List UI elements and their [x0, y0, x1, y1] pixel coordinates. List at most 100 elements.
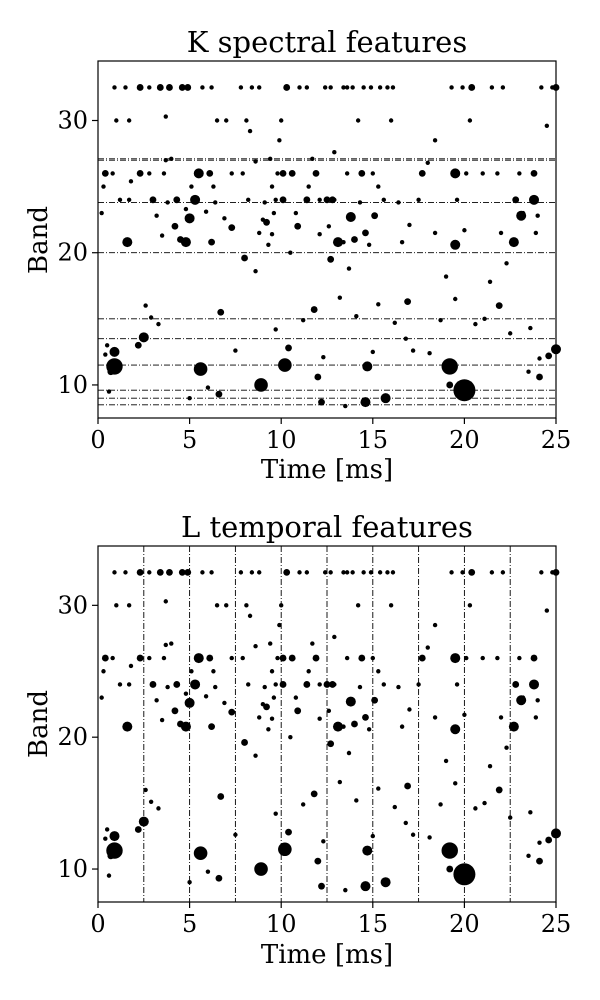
scatter-point: [217, 308, 225, 316]
scatter-point: [126, 118, 132, 123]
scatter-point: [279, 169, 287, 177]
scatter-point: [317, 197, 322, 203]
scatter-point: [253, 269, 258, 274]
scatter-point: [344, 570, 350, 575]
scatter-point: [322, 570, 328, 575]
scatter-point: [114, 118, 119, 123]
scatter-point: [396, 684, 401, 690]
scatter-point: [467, 603, 473, 608]
scatter-point: [508, 721, 519, 732]
scatter-point: [154, 213, 159, 218]
scatter-point: [114, 603, 119, 608]
scatter-point: [112, 85, 117, 90]
scatter-point: [303, 681, 311, 688]
scatter-point: [148, 315, 154, 320]
scatter-point: [498, 230, 504, 236]
scatter-point: [190, 679, 201, 690]
scatter-point: [517, 655, 522, 661]
y-axis-label: Band: [24, 690, 54, 758]
scatter-point: [366, 727, 372, 732]
scatter-point: [279, 681, 287, 688]
scatter-point: [332, 721, 343, 732]
scatter-point: [156, 321, 161, 327]
scatter-point: [134, 341, 142, 349]
scatter-point: [453, 781, 458, 786]
scatter-point: [269, 669, 275, 674]
scatter-point: [416, 197, 421, 203]
scatter-point: [187, 880, 192, 885]
scatter-points: [99, 568, 561, 893]
scatter-point: [134, 826, 142, 833]
scatter-point: [269, 184, 275, 189]
scatter-point: [337, 295, 343, 300]
scatter-point: [354, 313, 359, 319]
scatter-point: [104, 343, 110, 348]
scatter-point: [99, 695, 104, 700]
scatter-point: [159, 717, 165, 723]
scatter-point: [403, 336, 408, 341]
scatter-point: [149, 196, 157, 204]
scatter-point: [112, 570, 117, 575]
scatter-point: [332, 237, 343, 248]
scatter-point: [224, 603, 229, 608]
scatter-point: [173, 681, 181, 688]
scatter-point: [205, 869, 211, 874]
scatter-point: [350, 570, 355, 575]
scatter-point: [213, 200, 218, 205]
scatter-point: [454, 197, 460, 203]
scatter-point: [262, 684, 267, 690]
scatter-point: [206, 654, 214, 662]
scatter-point: [222, 700, 227, 706]
scatter-point: [322, 85, 328, 90]
scatter-point: [318, 882, 325, 890]
scatter-point: [136, 654, 144, 662]
y-tick-label: 30: [57, 107, 88, 135]
scatter-point: [123, 85, 128, 90]
scatter-point: [482, 316, 487, 322]
axis-ticks: 0 5 10 15 20 25 10 20 30: [57, 591, 571, 938]
scatter-point: [211, 669, 216, 674]
scatter-point: [332, 634, 337, 640]
scatter-point: [257, 85, 262, 90]
scatter-point: [208, 723, 215, 731]
scatter-point: [360, 397, 371, 408]
scatter-point: [520, 695, 526, 700]
scatter-point: [138, 332, 149, 343]
scatter-point: [385, 570, 390, 575]
scatter-point: [143, 787, 148, 793]
scatter-point: [312, 654, 320, 662]
axis-ticks: 0 5 10 15 20 25 10 20 30: [57, 107, 571, 455]
scatter-point: [343, 403, 348, 409]
scatter-point: [209, 570, 214, 575]
scatter-point: [346, 266, 352, 271]
scatter-point: [109, 346, 120, 357]
scatter-point: [99, 210, 104, 216]
scatter-point: [495, 171, 500, 176]
scatter-point: [244, 118, 249, 123]
scatter-point: [128, 179, 134, 184]
scatter-point: [136, 84, 144, 91]
scatter-point: [187, 395, 192, 401]
scatter-point: [110, 171, 115, 176]
scatter-point: [156, 806, 161, 811]
scatter-point: [103, 352, 108, 357]
scatter-point: [304, 85, 310, 90]
scatter-point: [166, 568, 173, 576]
scatter-point: [244, 603, 249, 608]
scatter-point: [449, 570, 454, 575]
scatter-point: [528, 810, 533, 815]
scatter-point: [418, 169, 426, 177]
scatter-point: [240, 655, 245, 661]
y-axis-label: Band: [24, 206, 54, 274]
scatter-point: [317, 232, 322, 237]
scatter-point: [453, 379, 476, 402]
scatter-point: [268, 156, 273, 162]
scatter-point: [529, 194, 540, 205]
scatter-point: [332, 150, 337, 155]
scatter-point: [450, 653, 461, 664]
scatter-point: [246, 197, 251, 203]
scatter-point: [438, 802, 443, 807]
scatter-point: [294, 707, 302, 715]
scatter-point: [138, 816, 149, 827]
scatter-point: [306, 184, 311, 189]
